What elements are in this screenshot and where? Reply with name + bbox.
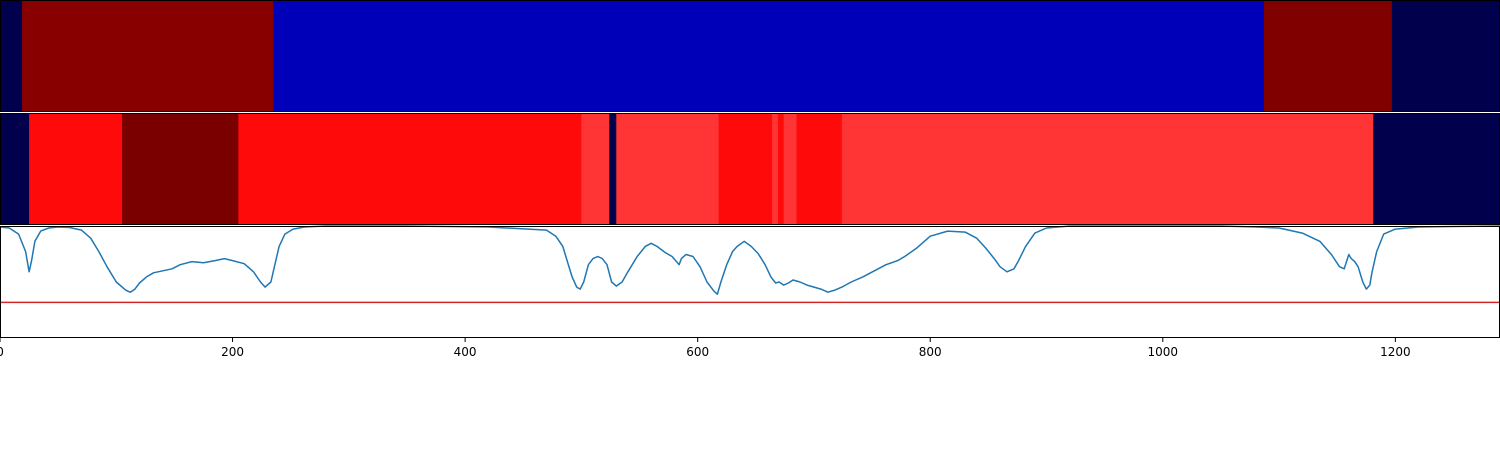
heatmap-segment-0-2 <box>273 0 1265 112</box>
heatmap-segment-1-6 <box>616 113 720 225</box>
heatmap-segment-1-3 <box>238 113 582 225</box>
x-tick-label: 600 <box>686 345 709 359</box>
heatmap-segment-0-4 <box>1391 0 1500 112</box>
heatmap-segment-1-7 <box>718 113 773 225</box>
heatmap-segment-1-9 <box>777 113 785 225</box>
heatmap-segment-1-12 <box>841 113 1374 225</box>
heatmap-segment-1-13 <box>1373 113 1500 225</box>
heatmap-segment-0-3 <box>1263 0 1393 112</box>
x-tick-label: 200 <box>221 345 244 359</box>
x-axis: 0 200 400 600 800 1000 1200 <box>0 338 1411 359</box>
heatmap-segment-1-5 <box>609 113 617 225</box>
heatmap-segment-1-2 <box>122 113 239 225</box>
line-plot-panel <box>0 225 1500 338</box>
heatmap-segment-1-1 <box>29 113 123 225</box>
x-tick-label: 1200 <box>1380 345 1411 359</box>
heatmap-segment-1-4 <box>581 113 610 225</box>
x-tick-label: 800 <box>919 345 942 359</box>
heatmap-segment-0-1 <box>22 0 274 112</box>
heatmap-segment-1-0 <box>0 113 30 225</box>
heatmap-segment-0-0 <box>0 0 23 112</box>
heatmap-segment-1-10 <box>783 113 798 225</box>
plot-background <box>0 226 1500 338</box>
x-tick-label: 400 <box>454 345 477 359</box>
heatmap-segment-1-8 <box>772 113 779 225</box>
heatmap-segment-1-11 <box>796 113 843 225</box>
x-tick-label: 1000 <box>1148 345 1179 359</box>
middle-heatmap-strip <box>0 113 1500 225</box>
x-tick-label: 0 <box>0 345 4 359</box>
top-heatmap-strip <box>0 0 1500 112</box>
